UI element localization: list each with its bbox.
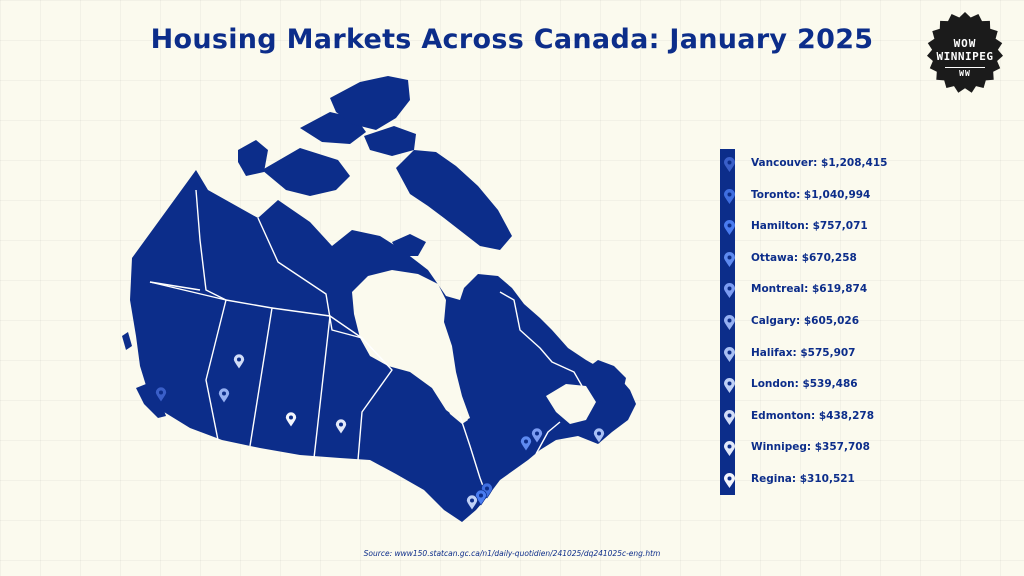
map-pin-icon — [724, 283, 735, 299]
baffin-island — [396, 150, 512, 250]
source-citation: Source: www150.statcan.gc.ca/n1/daily-qu… — [363, 549, 661, 558]
new-brunswick-border — [535, 421, 561, 455]
legend-label: Ottawa: $670,258 — [751, 251, 857, 264]
hudson-bay — [352, 270, 470, 422]
vancouver-island — [136, 384, 166, 418]
nwt-nunavut-border — [257, 217, 363, 339]
legend-label: Winnipeg: $357,708 — [751, 441, 870, 454]
banks-island — [238, 140, 268, 176]
quebec-labrador-border — [499, 291, 583, 387]
map-pin-regina — [285, 411, 297, 428]
logo-badge-shape — [927, 12, 1003, 93]
legend-label: London: $539,486 — [751, 378, 858, 391]
map-pin-icon — [724, 378, 735, 394]
map-pin-montreal — [531, 427, 543, 444]
map-pin-icon — [724, 188, 735, 204]
southampton-island — [392, 234, 426, 256]
devon-island — [364, 126, 416, 156]
map-pin-icon — [724, 409, 735, 425]
legend-label: Toronto: $1,040,994 — [751, 188, 871, 201]
legend-label: Halifax: $575,907 — [751, 346, 856, 359]
legend-item-london: London: $539,486 — [722, 370, 982, 402]
map-pin-calgary — [218, 387, 230, 404]
price-legend: Vancouver: $1,208,415 Toronto: $1,040,994… — [722, 149, 982, 497]
map-pin-icon — [724, 472, 735, 488]
map-pin-ottawa — [520, 435, 532, 452]
legend-item-hamilton: Hamilton: $757,071 — [722, 212, 982, 244]
canada-map — [122, 76, 636, 522]
map-pin-halifax — [593, 427, 605, 444]
legend-item-vancouver: Vancouver: $1,208,415 — [722, 149, 982, 181]
james-bay — [440, 388, 468, 424]
haida-gwaii — [122, 332, 132, 350]
map-pin-icon — [724, 251, 735, 267]
map-pin-icon — [724, 346, 735, 362]
map-pin-icon — [724, 220, 735, 236]
map-pin-vancouver — [155, 386, 167, 403]
map-pin-icon — [724, 157, 735, 172]
victoria-island — [262, 148, 350, 196]
legend-label: Regina: $310,521 — [751, 472, 855, 485]
map-pin-london — [466, 494, 478, 511]
wow-winnipeg-logo: WOW WINNIPEG WW — [917, 10, 1013, 106]
logo-text-line1: WOW — [953, 37, 977, 51]
yukon-bc-border — [149, 281, 201, 291]
legend-label: Montreal: $619,874 — [751, 283, 868, 296]
yukon-nwt-border — [195, 189, 227, 301]
manitoba-ontario-border — [329, 315, 393, 461]
legend-item-winnipeg: Winnipeg: $357,708 — [722, 433, 982, 465]
map-pin-winnipeg — [335, 418, 347, 435]
ellesmere-island — [330, 76, 410, 130]
map-pin-icon — [724, 441, 735, 457]
legend-label: Hamilton: $757,071 — [751, 220, 868, 233]
logo-text-line2: WINNIPEG — [936, 49, 994, 63]
legend-label: Edmonton: $438,278 — [751, 409, 875, 422]
legend-label: Vancouver: $1,208,415 — [751, 157, 888, 169]
logo-text-line3: WW — [959, 68, 971, 78]
legend-item-regina: Regina: $310,521 — [722, 465, 982, 497]
legend-item-toronto: Toronto: $1,040,994 — [722, 181, 982, 213]
bc-alberta-border — [149, 281, 227, 441]
legend-item-edmonton: Edmonton: $438,278 — [722, 402, 982, 434]
newfoundland — [582, 360, 626, 404]
map-pin-icon — [724, 314, 735, 330]
legend-label: Calgary: $605,026 — [751, 314, 859, 327]
logo-divider — [945, 66, 985, 68]
legend-item-halifax: Halifax: $575,907 — [722, 339, 982, 371]
gulf-of-st-lawrence — [546, 384, 596, 424]
map-pin-edmonton — [233, 353, 245, 370]
legend-item-montreal: Montreal: $619,874 — [722, 275, 982, 307]
legend-item-calgary: Calgary: $605,026 — [722, 307, 982, 339]
legend-item-ottawa: Ottawa: $670,258 — [722, 244, 982, 276]
map-title: Housing Markets Across Canada: January 2… — [150, 24, 874, 55]
